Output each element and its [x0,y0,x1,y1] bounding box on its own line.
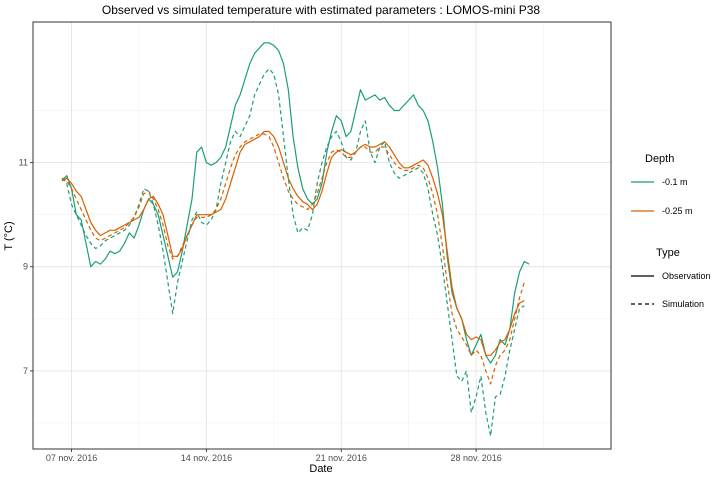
legend-item-observation: Observation [631,271,711,281]
x-axis-title: Date [309,463,332,475]
chart-title: Observed vs simulated temperature with e… [102,3,540,17]
plot-panel [33,22,611,449]
legend: Depth -0.1 m -0.25 m Type Observation Si… [631,153,711,309]
x-tick-label: 21 nov. 2016 [316,453,367,463]
series-line-depth-0.1-observation [61,42,530,364]
x-tick-label: 14 nov. 2016 [181,453,232,463]
x-tick-label: 07 nov. 2016 [46,453,97,463]
legend-title-depth: Depth [645,153,674,165]
y-tick-label: 11 [19,158,28,168]
y-axis-title: T (°C) [3,221,15,250]
series-line-depth-0.25-observation [61,130,525,356]
series-layer [61,42,530,437]
legend-title-type: Type [656,247,680,259]
x-tick-label: 28 nov. 2016 [450,453,501,463]
axis-titles: Date T (°C) [3,221,333,475]
legend-label-simulation: Simulation [662,299,704,309]
panel-border [32,21,612,450]
y-tick-label: 7 [23,366,28,376]
y-tick-label: 9 [23,262,28,272]
legend-label-depth-0.25: -0.25 m [662,206,693,216]
panel-background [33,22,611,449]
series-line-depth-0.25-simulation [61,133,525,385]
series-line-depth-0.1-simulation [61,68,525,437]
legend-item-depth-0.1: -0.1 m [631,177,688,187]
title-layer: Observed vs simulated temperature with e… [102,3,540,17]
legend-item-simulation: Simulation [631,299,704,309]
legend-label-depth-0.1: -0.1 m [662,177,688,187]
legend-label-observation: Observation [662,271,711,281]
legend-item-depth-0.25: -0.25 m [631,206,693,216]
